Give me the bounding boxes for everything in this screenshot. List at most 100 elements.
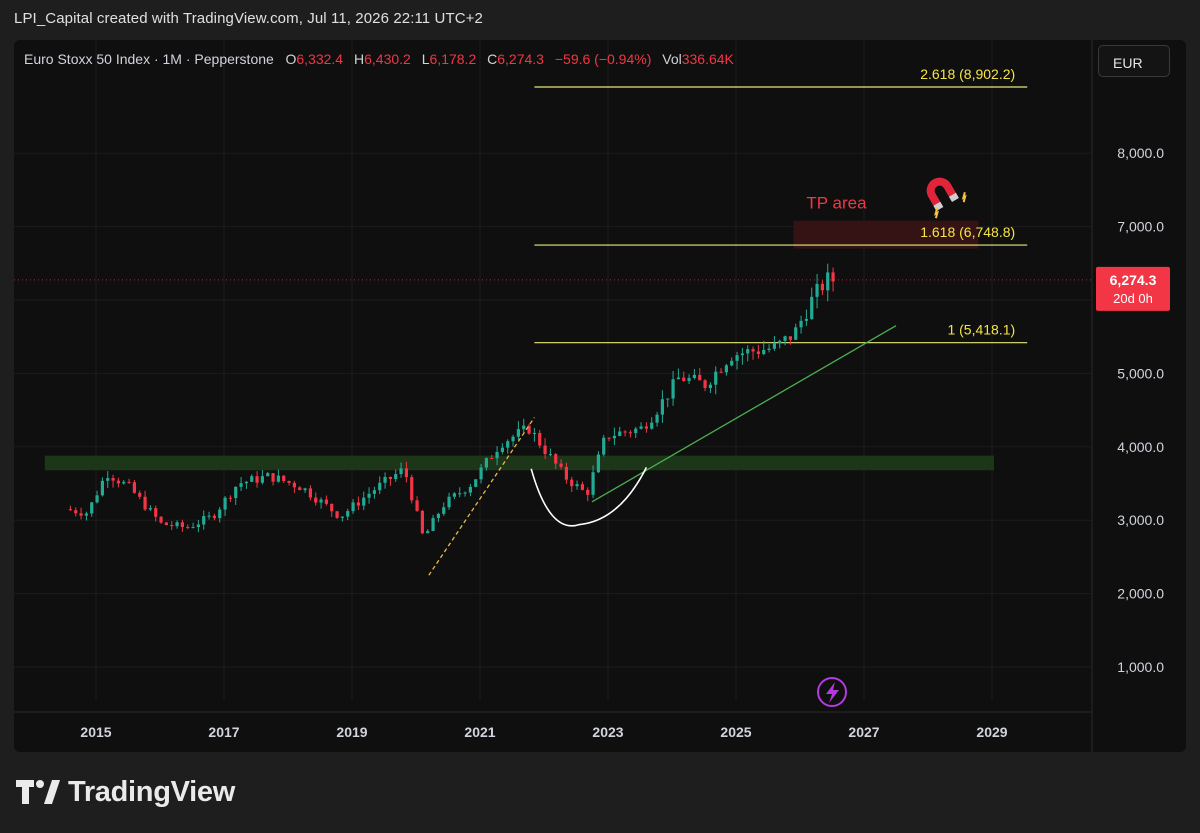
candle-body[interactable] bbox=[698, 374, 702, 381]
candle-body[interactable] bbox=[175, 522, 179, 527]
candle-body[interactable] bbox=[319, 499, 323, 503]
candle-body[interactable] bbox=[164, 522, 168, 526]
candle-body[interactable] bbox=[655, 414, 659, 423]
candle-body[interactable] bbox=[260, 476, 264, 483]
candle-body[interactable] bbox=[831, 272, 835, 282]
candle-body[interactable] bbox=[650, 422, 654, 429]
candle-body[interactable] bbox=[122, 481, 126, 484]
currency-selector[interactable]: EUR bbox=[1098, 45, 1170, 77]
candle-body[interactable] bbox=[378, 482, 382, 491]
candle-body[interactable] bbox=[618, 431, 622, 436]
candle-body[interactable] bbox=[95, 495, 99, 503]
candle-body[interactable] bbox=[452, 493, 456, 497]
candle-body[interactable] bbox=[202, 516, 206, 525]
candle-body[interactable] bbox=[548, 454, 552, 456]
candle-body[interactable] bbox=[308, 488, 312, 498]
candle-body[interactable] bbox=[447, 496, 451, 508]
candle-body[interactable] bbox=[132, 482, 136, 493]
candle-body[interactable] bbox=[612, 435, 616, 439]
candle-body[interactable] bbox=[660, 399, 664, 415]
candle-body[interactable] bbox=[511, 436, 515, 442]
candle-body[interactable] bbox=[340, 516, 344, 518]
candle-body[interactable] bbox=[362, 497, 366, 506]
candle-body[interactable] bbox=[527, 425, 531, 434]
candle-body[interactable] bbox=[100, 480, 104, 496]
candle-body[interactable] bbox=[415, 500, 419, 511]
candle-body[interactable] bbox=[602, 437, 606, 455]
candle-body[interactable] bbox=[746, 349, 750, 354]
candle-body[interactable] bbox=[607, 437, 611, 439]
impulse-line[interactable] bbox=[428, 417, 535, 576]
candle-body[interactable] bbox=[74, 510, 78, 514]
candle-body[interactable] bbox=[719, 371, 723, 373]
candle-body[interactable] bbox=[810, 296, 814, 319]
candle-body[interactable] bbox=[404, 468, 408, 478]
candle-body[interactable] bbox=[186, 526, 190, 528]
candle-body[interactable] bbox=[271, 473, 275, 482]
candle-body[interactable] bbox=[767, 348, 771, 351]
candle-body[interactable] bbox=[559, 463, 563, 467]
trendline[interactable] bbox=[591, 325, 897, 503]
candle-body[interactable] bbox=[820, 283, 824, 291]
candle-body[interactable] bbox=[356, 502, 360, 506]
cup-arc[interactable] bbox=[530, 466, 648, 527]
candle-body[interactable] bbox=[426, 530, 430, 534]
candle-body[interactable] bbox=[148, 508, 152, 510]
candle-body[interactable] bbox=[516, 429, 520, 437]
candle-body[interactable] bbox=[346, 511, 350, 517]
candle-body[interactable] bbox=[826, 272, 830, 291]
candle-body[interactable] bbox=[298, 487, 302, 491]
candle-body[interactable] bbox=[479, 467, 483, 480]
candle-body[interactable] bbox=[196, 524, 200, 528]
candle-body[interactable] bbox=[138, 492, 142, 497]
candle-body[interactable] bbox=[495, 451, 499, 459]
candle-body[interactable] bbox=[303, 488, 307, 491]
candle-body[interactable] bbox=[170, 525, 174, 527]
candle-body[interactable] bbox=[506, 441, 510, 448]
candle-body[interactable] bbox=[575, 484, 579, 487]
candle-body[interactable] bbox=[751, 349, 755, 352]
candle-body[interactable] bbox=[538, 432, 542, 446]
candle-body[interactable] bbox=[351, 502, 355, 512]
candle-body[interactable] bbox=[394, 474, 398, 479]
candle-body[interactable] bbox=[276, 475, 280, 482]
candle-body[interactable] bbox=[90, 502, 94, 514]
candle-body[interactable] bbox=[570, 479, 574, 487]
candle-body[interactable] bbox=[180, 522, 184, 527]
candle-body[interactable] bbox=[623, 431, 627, 433]
candle-body[interactable] bbox=[639, 426, 643, 429]
candle-body[interactable] bbox=[543, 445, 547, 455]
candle-body[interactable] bbox=[554, 454, 558, 464]
candle-body[interactable] bbox=[468, 486, 472, 493]
candle-body[interactable] bbox=[772, 343, 776, 349]
candle-body[interactable] bbox=[564, 466, 568, 480]
candle-body[interactable] bbox=[644, 426, 648, 429]
candle-body[interactable] bbox=[239, 483, 243, 487]
candle-body[interactable] bbox=[458, 493, 462, 495]
candle-body[interactable] bbox=[740, 353, 744, 356]
candle-body[interactable] bbox=[474, 479, 478, 487]
candle-body[interactable] bbox=[490, 458, 494, 460]
candle-body[interactable] bbox=[666, 398, 670, 400]
candle-body[interactable] bbox=[372, 490, 376, 494]
support-zone[interactable] bbox=[44, 455, 995, 471]
lightning-icon[interactable] bbox=[817, 677, 847, 707]
candle-body[interactable] bbox=[586, 489, 590, 495]
candle-body[interactable] bbox=[730, 360, 734, 366]
candle-body[interactable] bbox=[708, 384, 712, 389]
candle-body[interactable] bbox=[500, 447, 504, 452]
candle-body[interactable] bbox=[484, 458, 488, 468]
candle-body[interactable] bbox=[703, 380, 707, 389]
candle-body[interactable] bbox=[436, 513, 440, 519]
candle-body[interactable] bbox=[410, 477, 414, 501]
candle-body[interactable] bbox=[442, 507, 446, 514]
candle-body[interactable] bbox=[314, 497, 318, 503]
candle-body[interactable] bbox=[735, 355, 739, 361]
candle-body[interactable] bbox=[580, 484, 584, 490]
symbol-label[interactable]: Euro Stoxx 50 Index · 1M · Pepperstone bbox=[24, 51, 274, 67]
tp-zone[interactable] bbox=[793, 220, 979, 249]
last-price-tag[interactable] bbox=[1096, 266, 1170, 311]
candle-body[interactable] bbox=[591, 472, 595, 495]
candle-body[interactable] bbox=[330, 503, 334, 512]
candle-body[interactable] bbox=[671, 379, 675, 399]
